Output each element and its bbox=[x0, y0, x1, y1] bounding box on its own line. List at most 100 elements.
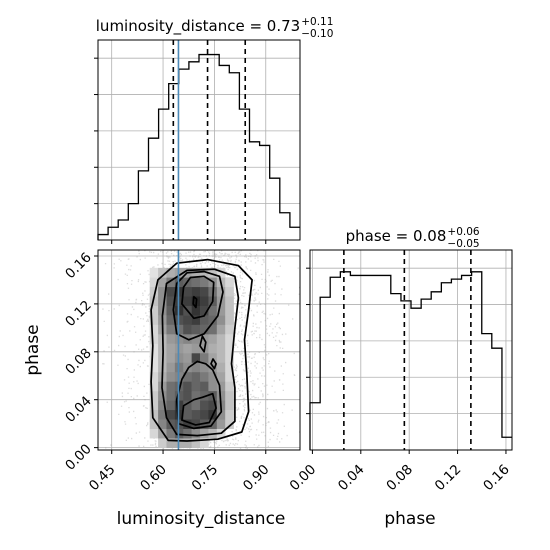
density-cell-0-6 bbox=[200, 438, 209, 448]
density-cell-7-2 bbox=[166, 371, 176, 382]
density-cell-5-9 bbox=[225, 390, 234, 401]
density-cell-17-5 bbox=[191, 277, 201, 288]
density-cell-7-6 bbox=[200, 371, 209, 382]
density-cell-2-9 bbox=[225, 419, 234, 429]
density-cell-2-1 bbox=[158, 419, 167, 429]
density-cell-14-7 bbox=[208, 305, 218, 316]
density-cell-13-0 bbox=[149, 315, 159, 325]
density-contour-2 bbox=[175, 360, 223, 430]
luminosity-distance-title: luminosity_distance = 0.73 bbox=[96, 17, 300, 36]
density-cell-5-4 bbox=[183, 390, 192, 401]
density-cell-9-8 bbox=[216, 352, 226, 363]
joint-panel-frame bbox=[97, 249, 301, 451]
density-cell-1-4 bbox=[183, 428, 192, 439]
density-cell-10-4 bbox=[183, 343, 192, 354]
density-cell-2-0 bbox=[149, 419, 159, 429]
density-contour-4 bbox=[181, 392, 217, 426]
density-contour-6 bbox=[199, 335, 207, 353]
density-cell-11-0 bbox=[149, 334, 159, 344]
density-cell-6-0 bbox=[149, 381, 159, 392]
luminosity-distance-title-lower-error: −0.10 bbox=[301, 28, 333, 40]
density-cell-8-6 bbox=[200, 362, 209, 373]
density-cell-4-0 bbox=[149, 400, 159, 411]
density-cell-3-4 bbox=[183, 409, 192, 420]
density-cell-9-4 bbox=[183, 352, 192, 363]
density-cell-13-2 bbox=[166, 315, 176, 325]
density-cell-12-5 bbox=[191, 324, 201, 335]
phase-axis-label: phase bbox=[23, 324, 43, 375]
luminosity-distance-axis-label: luminosity_distance bbox=[117, 509, 286, 529]
luminosity-distance-title-upper-error: +0.11 bbox=[301, 16, 333, 28]
density-cell-17-0 bbox=[149, 277, 159, 288]
density-cell-5-2 bbox=[166, 390, 176, 401]
density-cell-8-0 bbox=[149, 362, 159, 373]
luminosity-distance-histogram-frame bbox=[97, 39, 301, 241]
density-cell-10-2 bbox=[166, 343, 176, 354]
density-contour-3 bbox=[172, 270, 224, 341]
density-cell-8-9 bbox=[225, 362, 234, 373]
density-cell-14-2 bbox=[166, 305, 176, 316]
density-cell-11-8 bbox=[216, 334, 226, 344]
density-cell-1-5 bbox=[191, 428, 201, 439]
luminosity-distance-histogram-ticks bbox=[94, 39, 301, 244]
density-cell-11-2 bbox=[166, 334, 176, 344]
density-cell-4-4 bbox=[183, 400, 192, 411]
density-cell-4-7 bbox=[208, 400, 218, 411]
density-cell-14-9 bbox=[225, 305, 234, 316]
density-cell-0-4 bbox=[183, 438, 192, 448]
density-cell-14-6 bbox=[200, 305, 209, 316]
density-cell-12-0 bbox=[149, 324, 159, 335]
density-cell-8-8 bbox=[216, 362, 226, 373]
density-cell-9-6 bbox=[200, 352, 209, 363]
density-cell-11-7 bbox=[208, 334, 218, 344]
phase-quantile-lines bbox=[343, 250, 472, 450]
density-cell-0-1 bbox=[158, 438, 167, 448]
density-cell-15-0 bbox=[149, 296, 159, 306]
density-cell-15-2 bbox=[166, 296, 176, 306]
density-cell-6-9 bbox=[225, 381, 234, 392]
density-cell-15-1 bbox=[158, 296, 167, 306]
density-cell-18-6 bbox=[200, 267, 209, 278]
density-cell-6-5 bbox=[191, 381, 201, 392]
density-cell-3-1 bbox=[158, 409, 167, 420]
density-cell-13-7 bbox=[208, 315, 218, 325]
density-contour-0 bbox=[150, 258, 253, 442]
density-cell-14-8 bbox=[216, 305, 226, 316]
phase-title: phase = 0.08 bbox=[346, 227, 447, 245]
density-cell-16-1 bbox=[158, 286, 167, 297]
density-cell-9-9 bbox=[225, 352, 234, 363]
density-cell-7-4 bbox=[183, 371, 192, 382]
density-cell-16-0 bbox=[149, 286, 159, 297]
density-contour-7 bbox=[192, 295, 198, 309]
density-cell-18-1 bbox=[158, 267, 167, 278]
density-cell-1-1 bbox=[158, 428, 167, 439]
density-cell-11-9 bbox=[225, 334, 234, 344]
density-cell-4-9 bbox=[225, 400, 234, 411]
luminosity-distance-histogram-step bbox=[97, 53, 300, 240]
density-cell-17-6 bbox=[200, 277, 209, 288]
density-cell-15-6 bbox=[200, 296, 209, 306]
density-contour-8 bbox=[210, 358, 217, 370]
density-cell-16-9 bbox=[225, 286, 234, 297]
density-cell-9-7 bbox=[208, 352, 218, 363]
density-cell-18-8 bbox=[216, 267, 226, 278]
density-cell-12-7 bbox=[208, 324, 218, 335]
density-cell-17-1 bbox=[158, 277, 167, 288]
density-cell-3-5 bbox=[191, 409, 201, 420]
density-cell-16-4 bbox=[183, 286, 192, 297]
density-cell-13-8 bbox=[216, 315, 226, 325]
density-cell-16-5 bbox=[191, 286, 201, 297]
density-cell-5-0 bbox=[149, 390, 159, 401]
density-cell-0-5 bbox=[191, 438, 201, 448]
density-cell-14-5 bbox=[191, 305, 201, 316]
luminosity-distance-quantile-lines bbox=[172, 40, 247, 240]
density-cell-3-0 bbox=[149, 409, 159, 420]
density-cell-7-5 bbox=[191, 371, 201, 382]
phase-title-upper-error: +0.06 bbox=[447, 226, 479, 238]
density-cell-16-2 bbox=[166, 286, 176, 297]
density-contour-5 bbox=[181, 275, 215, 320]
density-cell-6-4 bbox=[183, 381, 192, 392]
density-cell-3-6 bbox=[200, 409, 209, 420]
